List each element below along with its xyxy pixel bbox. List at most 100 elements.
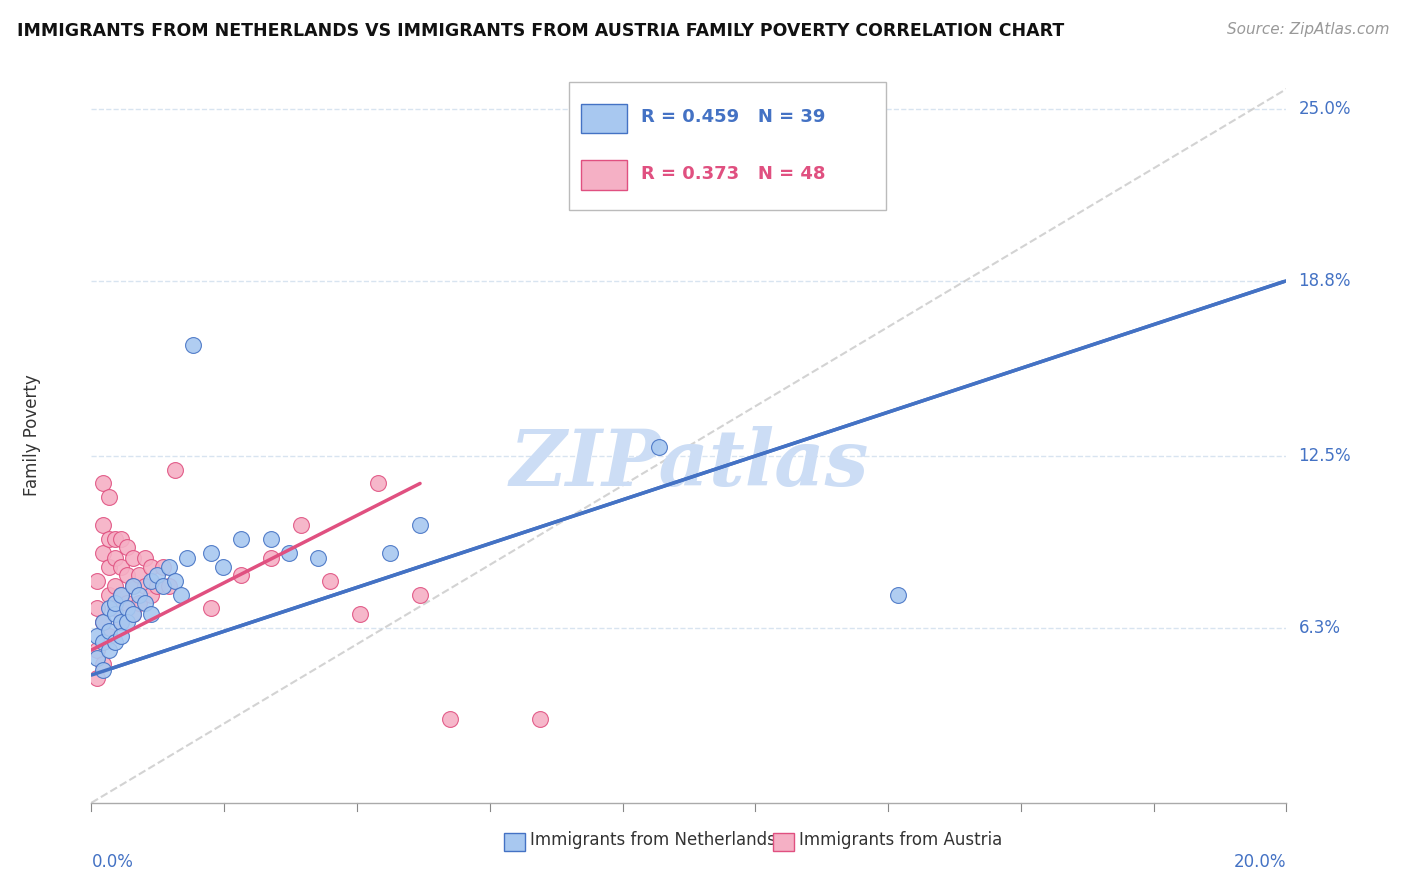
FancyBboxPatch shape — [503, 833, 526, 851]
Point — [319, 574, 342, 588]
Point — [110, 629, 132, 643]
Point — [367, 476, 389, 491]
Point — [152, 579, 174, 593]
Point — [110, 532, 132, 546]
Point — [380, 546, 402, 560]
Point — [104, 551, 127, 566]
Point — [110, 588, 132, 602]
Point — [887, 588, 910, 602]
Point — [200, 601, 222, 615]
Point — [152, 559, 174, 574]
Point — [104, 634, 127, 648]
Point — [128, 596, 150, 610]
Text: Source: ZipAtlas.com: Source: ZipAtlas.com — [1226, 22, 1389, 37]
FancyBboxPatch shape — [569, 81, 886, 211]
Point — [93, 615, 115, 630]
Point — [98, 629, 121, 643]
Point — [259, 551, 281, 566]
Point — [163, 462, 186, 476]
Point — [104, 532, 127, 546]
Text: Immigrants from Austria: Immigrants from Austria — [799, 830, 1002, 848]
Point — [229, 532, 252, 546]
Point — [146, 568, 169, 582]
Point — [93, 476, 115, 491]
Point — [349, 607, 371, 621]
Point — [86, 651, 108, 665]
Point — [141, 559, 163, 574]
Point — [211, 559, 233, 574]
Point — [104, 596, 127, 610]
Text: 12.5%: 12.5% — [1299, 447, 1351, 465]
Point — [157, 579, 180, 593]
Text: IMMIGRANTS FROM NETHERLANDS VS IMMIGRANTS FROM AUSTRIA FAMILY POVERTY CORRELATIO: IMMIGRANTS FROM NETHERLANDS VS IMMIGRANT… — [17, 22, 1064, 40]
Text: 25.0%: 25.0% — [1299, 100, 1351, 118]
Point — [648, 441, 671, 455]
Point — [104, 601, 127, 615]
Text: Immigrants from Netherlands: Immigrants from Netherlands — [530, 830, 776, 848]
Point — [104, 607, 127, 621]
Point — [98, 559, 121, 574]
Point — [409, 518, 432, 533]
Point — [110, 588, 132, 602]
Point — [259, 532, 281, 546]
Point — [93, 634, 115, 648]
Point — [110, 615, 132, 630]
Point — [290, 518, 312, 533]
FancyBboxPatch shape — [582, 161, 627, 190]
Point — [128, 588, 150, 602]
Point — [128, 568, 150, 582]
Point — [93, 663, 115, 677]
Text: 20.0%: 20.0% — [1234, 853, 1286, 871]
Point — [93, 657, 115, 671]
Point — [86, 671, 108, 685]
Point — [141, 588, 163, 602]
Point — [93, 615, 115, 630]
Point — [134, 551, 156, 566]
Point — [529, 713, 551, 727]
Point — [104, 579, 127, 593]
Point — [115, 568, 138, 582]
Point — [181, 337, 204, 351]
FancyBboxPatch shape — [582, 103, 627, 133]
Point — [277, 546, 299, 560]
Point — [98, 532, 121, 546]
Point — [200, 546, 222, 560]
Point — [163, 574, 186, 588]
Point — [141, 574, 163, 588]
Point — [134, 579, 156, 593]
Point — [110, 559, 132, 574]
Point — [146, 579, 169, 593]
Text: R = 0.373   N = 48: R = 0.373 N = 48 — [641, 165, 825, 183]
Point — [122, 579, 145, 593]
Point — [115, 601, 138, 615]
Point — [409, 588, 432, 602]
Point — [157, 559, 180, 574]
Point — [134, 596, 156, 610]
Point — [98, 624, 121, 638]
Text: Family Poverty: Family Poverty — [22, 374, 41, 496]
Point — [93, 546, 115, 560]
Point — [98, 491, 121, 505]
Point — [141, 607, 163, 621]
Point — [98, 588, 121, 602]
Text: ZIPatlas: ZIPatlas — [509, 426, 869, 502]
Point — [229, 568, 252, 582]
Point — [439, 713, 461, 727]
Text: 0.0%: 0.0% — [91, 853, 134, 871]
Point — [86, 574, 108, 588]
Point — [93, 518, 115, 533]
Point — [122, 579, 145, 593]
Text: 6.3%: 6.3% — [1299, 619, 1340, 637]
Text: R = 0.459   N = 39: R = 0.459 N = 39 — [641, 108, 825, 126]
Point — [176, 551, 198, 566]
Point — [110, 615, 132, 630]
Point — [86, 643, 108, 657]
Point — [86, 601, 108, 615]
Point — [98, 643, 121, 657]
Point — [170, 588, 193, 602]
Point — [307, 551, 329, 566]
FancyBboxPatch shape — [772, 833, 794, 851]
Point — [122, 551, 145, 566]
Text: 18.8%: 18.8% — [1299, 272, 1351, 290]
Point — [98, 601, 121, 615]
